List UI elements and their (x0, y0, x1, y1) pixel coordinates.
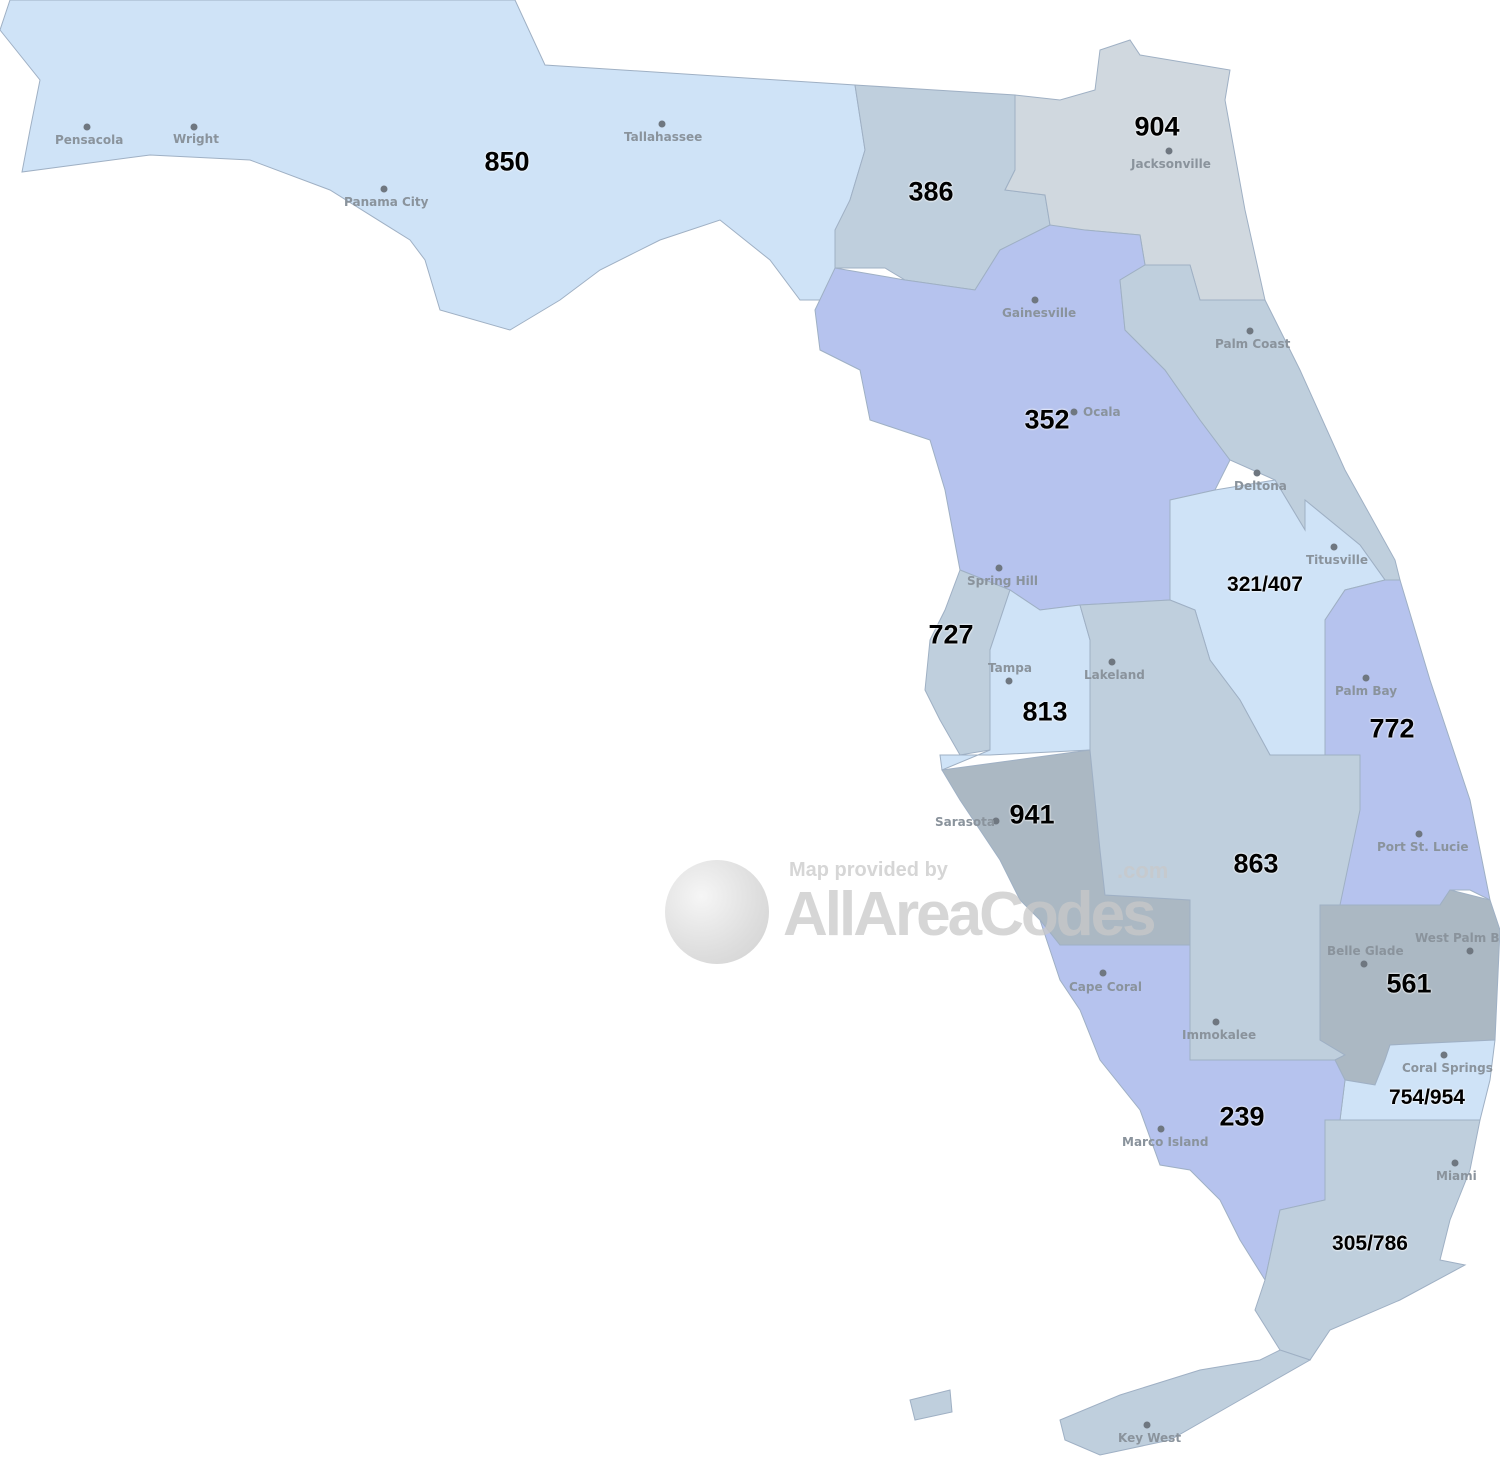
city-dot (1360, 960, 1368, 968)
area-code-352: 352 (1024, 404, 1070, 435)
area-code-863: 863 (1233, 848, 1279, 879)
city-label-sarasota: Sarasota (935, 815, 995, 829)
city-dot (995, 564, 1003, 572)
city-label-spring-hill: Spring Hill (967, 574, 1038, 588)
city-dot (1440, 1051, 1448, 1059)
city-label-jacksonville: Jacksonville (1131, 157, 1211, 171)
city-label-tampa: Tampa (988, 661, 1032, 675)
city-dot (1108, 658, 1116, 666)
city-label-gainesville: Gainesville (1002, 306, 1077, 320)
area-code-305-786: 305/786 (1332, 1232, 1408, 1255)
city-dot (992, 817, 1000, 825)
city-dot (83, 123, 91, 131)
watermark-logo-text: AllAreaCodes (783, 880, 1157, 949)
region-239[interactable] (1039, 919, 1346, 1282)
city-label-belle-glade: Belle Glade (1327, 944, 1404, 958)
city-label-west-palm-beach: West Palm Be (1415, 931, 1500, 945)
city-dot (1005, 677, 1013, 685)
area-code-727: 727 (928, 619, 974, 650)
area-code-561: 561 (1386, 968, 1432, 999)
city-label-panama-city: Panama City (344, 195, 429, 209)
city-dot (190, 123, 198, 131)
city-dot (1253, 469, 1261, 477)
city-dot (1246, 327, 1254, 335)
area-code-813: 813 (1022, 696, 1068, 727)
city-dot (380, 185, 388, 193)
city-dot (1143, 1421, 1151, 1429)
city-dot (1070, 408, 1078, 416)
city-dot (1466, 947, 1474, 955)
city-label-cape-coral: Cape Coral (1069, 980, 1142, 994)
city-label-palm-bay: Palm Bay (1335, 684, 1398, 698)
city-dot (1362, 674, 1370, 682)
city-label-palm-coast: Palm Coast (1215, 337, 1291, 351)
region-florida-keys[interactable] (1059, 1349, 1312, 1456)
city-label-tallahassee: Tallahassee (624, 130, 703, 144)
region-dry-tortugas[interactable] (909, 1389, 953, 1421)
area-code-321-407: 321/407 (1227, 573, 1303, 596)
city-dot (1415, 830, 1423, 838)
city-label-coral-springs: Coral Springs (1402, 1061, 1493, 1075)
area-code-239: 239 (1219, 1101, 1265, 1132)
area-code-772: 772 (1369, 713, 1415, 744)
area-code-941: 941 (1009, 799, 1055, 830)
city-label-immokalee: Immokalee (1182, 1028, 1257, 1042)
region-813[interactable] (939, 589, 1091, 771)
region-850[interactable] (0, 0, 866, 331)
city-dot (1330, 543, 1338, 551)
city-label-key-west: Key West (1118, 1431, 1182, 1445)
city-label-miami: Miami (1436, 1169, 1477, 1183)
watermark-com-text: .com (1117, 858, 1169, 883)
city-dot (1212, 1018, 1220, 1026)
area-code-850: 850 (484, 146, 530, 177)
area-code-904: 904 (1134, 111, 1180, 142)
city-label-port-st-lucie: Port St. Lucie (1377, 840, 1469, 854)
city-dot (1099, 969, 1107, 977)
city-label-wright: Wright (173, 132, 219, 146)
city-label-pensacola: Pensacola (55, 133, 124, 147)
city-label-marco-island: Marco Island (1122, 1135, 1209, 1149)
city-dot (658, 120, 666, 128)
city-dot (1031, 296, 1039, 304)
city-dot (1451, 1159, 1459, 1167)
city-label-deltona: Deltona (1234, 479, 1287, 493)
area-code-386: 386 (908, 176, 954, 207)
globe-icon (665, 860, 769, 964)
city-dot (1157, 1125, 1165, 1133)
region-305-786[interactable] (1254, 1119, 1481, 1361)
city-dot (1165, 147, 1173, 155)
area-code-754-954: 754/954 (1389, 1086, 1465, 1109)
city-label-ocala: Ocala (1083, 405, 1121, 419)
city-label-titusville: Titusville (1306, 553, 1369, 567)
watermark-small-text: Map provided by (789, 859, 948, 881)
city-label-lakeland: Lakeland (1084, 668, 1145, 682)
